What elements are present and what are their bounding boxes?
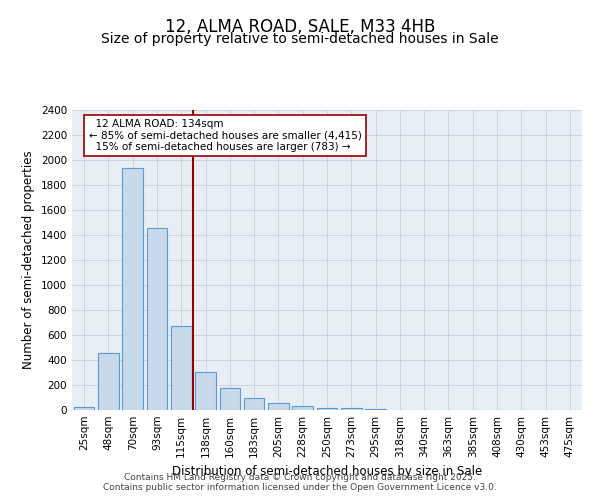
Y-axis label: Number of semi-detached properties: Number of semi-detached properties [22,150,35,370]
Bar [244,398,265,410]
Bar [292,406,313,410]
Bar [268,402,289,410]
Bar [195,372,216,410]
Bar [146,228,167,410]
Bar [317,408,337,410]
Text: 12 ALMA ROAD: 134sqm
← 85% of semi-detached houses are smaller (4,415)
  15% of : 12 ALMA ROAD: 134sqm ← 85% of semi-detac… [89,118,361,152]
Bar [220,388,240,410]
Text: Size of property relative to semi-detached houses in Sale: Size of property relative to semi-detach… [101,32,499,46]
Text: 12, ALMA ROAD, SALE, M33 4HB: 12, ALMA ROAD, SALE, M33 4HB [165,18,435,36]
Bar [341,408,362,410]
Bar [74,407,94,410]
X-axis label: Distribution of semi-detached houses by size in Sale: Distribution of semi-detached houses by … [172,466,482,478]
Bar [122,168,143,410]
Text: Contains HM Land Registry data © Crown copyright and database right 2025.
Contai: Contains HM Land Registry data © Crown c… [103,473,497,492]
Bar [171,326,191,410]
Bar [98,353,119,410]
